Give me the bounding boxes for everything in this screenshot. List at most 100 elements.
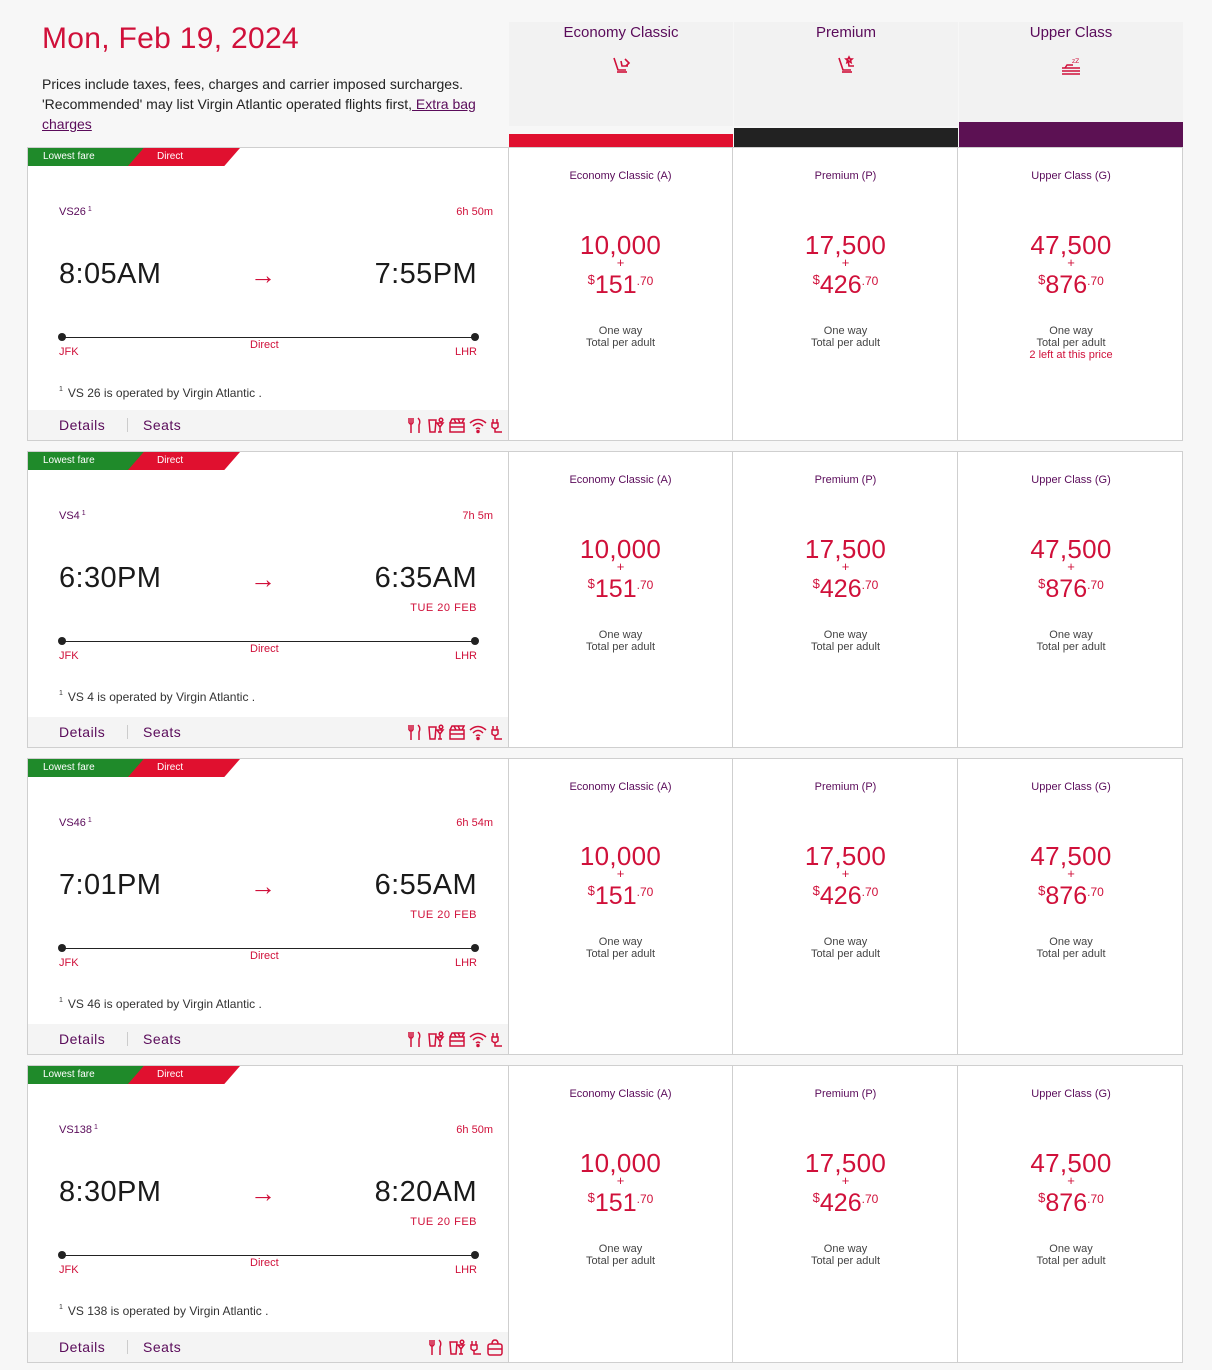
fare-option[interactable]: Economy Classic (A) 10,000 + $151.70 One… [509,1066,733,1362]
origin-dot [58,944,66,952]
one-way-label: One way [823,629,868,641]
total-per-adult-label: Total per adult [1036,1255,1106,1267]
fare-tags: Lowest fare Direct [28,452,240,470]
fare-cash: $876.70 [959,1186,1183,1216]
fare-option[interactable]: Premium (P) 17,500 + $426.70 One way Tot… [734,148,958,440]
results-header: Mon, Feb 19, 2024 Prices include taxes, … [42,22,482,134]
details-link[interactable]: Details [59,724,106,740]
fare-cash-cents: .70 [636,1192,654,1206]
arrival-next-day: TUE 20 FEB [410,909,477,921]
fare-cash: $151.70 [509,879,732,909]
amenities [406,1031,504,1048]
plus-sign: + [841,866,850,881]
one-way-label: One way [598,325,643,337]
flight-info: Lowest fare Direct VS138 1 6h 50m 8:30PM … [28,1066,509,1362]
seats-link[interactable]: Seats [143,1339,182,1355]
cabin-header-upper-class[interactable]: Upper Class zZ [959,22,1183,126]
destination-airport: LHR [454,650,477,662]
flight-info: Lowest fare Direct VS46 1 6h 54m 7:01PM →… [28,759,509,1054]
route-line [62,948,475,949]
flight-duration: 6h 54m [456,817,493,829]
fare-option[interactable]: Premium (P) 17,500 + $426.70 One way Tot… [734,452,958,747]
fare-cash-cents: .70 [861,578,879,592]
fare-tags: Lowest fare Direct [28,148,240,166]
currency-symbol: $ [812,576,820,591]
fare-option[interactable]: Upper Class (G) 47,500 + $876.70 One way… [959,1066,1183,1362]
plus-sign: + [1067,866,1075,881]
seats-left-note: 2 left at this price [1029,349,1113,361]
fare-name: Premium (P) [814,170,877,182]
operator-note: 1 VS 4 is operated by Virgin Atlantic . [59,690,255,704]
footnote-marker: 1 [87,817,92,824]
fare-option[interactable]: Economy Classic (A) 10,000 + $151.70 One… [509,759,733,1054]
fare-option[interactable]: Upper Class (G) 47,500 + $876.70 One way… [959,452,1183,747]
total-per-adult-label: Total per adult [585,337,656,349]
fare-option[interactable]: Upper Class (G) 47,500 + $876.70 One way… [959,759,1183,1054]
seats-link[interactable]: Seats [143,724,182,740]
fare-points: 17,500 [804,534,887,564]
fare-cash: $426.70 [734,268,957,298]
seats-link[interactable]: Seats [143,1031,182,1047]
divider [127,418,128,432]
fare-cash-cents: .70 [861,274,879,288]
meal-icon [406,417,424,434]
fare-option[interactable]: Premium (P) 17,500 + $426.70 One way Tot… [734,1066,958,1362]
flight-actions: Details Seats [28,1332,508,1362]
fare-points: 17,500 [804,1148,887,1178]
fare-points: 47,500 [1030,841,1112,871]
fare-cash-amount: 876 [1045,271,1088,299]
cabin-header-premium[interactable]: Premium [734,22,958,126]
meal-icon [427,1339,445,1356]
departure-time: 6:30PM [59,562,162,594]
fare-option[interactable]: Premium (P) 17,500 + $426.70 One way Tot… [734,759,958,1054]
lowest-fare-tag: Lowest fare [28,148,144,166]
destination-dot [471,944,479,952]
plus-sign: + [841,255,850,270]
flight-info: Lowest fare Direct VS4 1 7h 5m 6:30PM → 6… [28,452,509,747]
extra-bag-charges-link[interactable]: Extra bag charges [42,96,476,132]
flight-actions: Details Seats [28,1024,508,1054]
flight-number-text: VS4 [59,510,80,522]
details-link[interactable]: Details [59,417,106,433]
arrow-right-icon: → [250,871,276,901]
plus-sign: + [841,1173,850,1188]
fare-option[interactable]: Economy Classic (A) 10,000 + $151.70 One… [509,452,733,747]
fare-cash-cents: .70 [861,1192,879,1206]
one-way-label: One way [598,1243,643,1255]
fare-cash: $151.70 [509,268,732,299]
fare-cash-cents: .70 [1087,1192,1104,1206]
origin-dot [58,333,66,341]
lowest-fare-tag: Lowest fare [28,1066,144,1084]
flight-duration: 7h 5m [462,510,493,522]
fare-points: 10,000 [579,230,662,260]
one-way-label: One way [1049,325,1093,337]
fare-name: Premium (P) [814,1088,877,1100]
destination-dot [471,333,479,341]
cabin-header-economy[interactable]: Economy Classic [509,22,733,126]
lowest-fare-tag: Lowest fare [28,452,144,470]
origin-airport: JFK [59,957,79,969]
entertainment-icon [448,724,466,741]
arrival-next-day: TUE 20 FEB [410,602,477,614]
flight-number: VS46 1 [59,817,92,829]
stops-label: Direct [250,339,279,351]
seats-link[interactable]: Seats [143,417,182,433]
footnote-marker: 1 [59,386,63,393]
fare-cash: $426.70 [734,1186,957,1216]
details-link[interactable]: Details [59,1339,106,1355]
flight-number: VS4 1 [59,510,86,522]
fare-option[interactable]: Upper Class (G) 47,500 + $876.70 One way… [959,148,1183,440]
footnote-marker: 1 [94,1124,98,1131]
flight-row: Lowest fare Direct VS46 1 6h 54m 7:01PM →… [27,758,1183,1055]
plus-sign: + [616,559,625,574]
details-link[interactable]: Details [59,1031,106,1047]
arrival-time: 7:55PM [374,258,477,290]
fare-name: Upper Class (G) [1031,1088,1111,1100]
fare-cash: $426.70 [734,572,957,602]
fare-cash-amount: 151 [594,271,637,299]
fare-name: Premium (P) [814,474,877,486]
disclaimer-text: Prices include taxes, fees, charges and … [42,76,463,112]
currency-symbol: $ [587,883,595,898]
fare-option[interactable]: Economy Classic (A) 10,000 + $151.70 One… [509,148,733,440]
premium-cabin-bar [734,128,958,147]
